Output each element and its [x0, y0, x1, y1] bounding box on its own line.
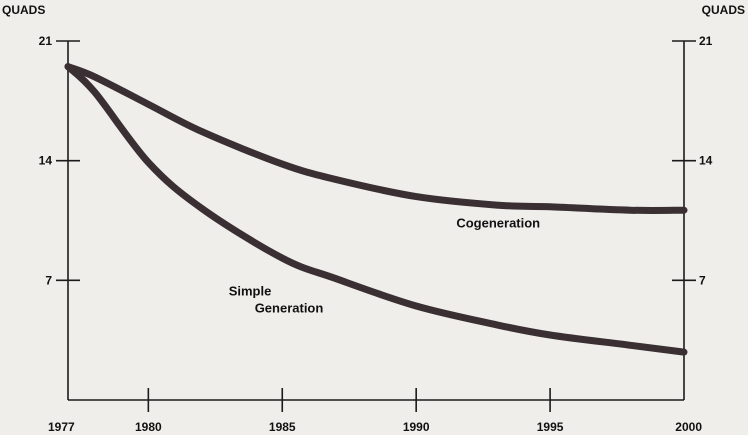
- x-tick-label: 2000: [675, 420, 702, 434]
- left-unit-label: QUADS: [2, 3, 45, 17]
- right-unit-label: QUADS: [702, 3, 745, 17]
- cogeneration-line: [64, 63, 688, 214]
- axis-ticks: 7 7 14 14 21 21 1977 1980 1985 1990 1995 2000: [39, 34, 713, 434]
- y-tick-label-right: 7: [699, 273, 706, 287]
- x-tick-label: 1995: [537, 420, 564, 434]
- series-lines: [64, 63, 688, 356]
- x-tick-label: 1990: [403, 420, 430, 434]
- y-tick-label-left: 14: [39, 154, 53, 168]
- x-tick-label: 1977: [48, 420, 75, 434]
- y-tick-label-right: 14: [699, 154, 713, 168]
- y-tick-label-right: 21: [699, 34, 713, 48]
- cogeneration-label: Cogeneration: [456, 215, 540, 230]
- simple-generation-label: Simple Generation: [229, 284, 324, 316]
- x-tick-label: 1985: [269, 420, 296, 434]
- plot-area: [67, 41, 685, 401]
- x-tick-label: 1980: [135, 420, 162, 434]
- y-tick-label-left: 7: [45, 273, 52, 287]
- y-tick-label-left: 21: [39, 34, 53, 48]
- simple-generation-line: [64, 63, 688, 356]
- series-annotations: Cogeneration Simple Generation: [229, 215, 540, 315]
